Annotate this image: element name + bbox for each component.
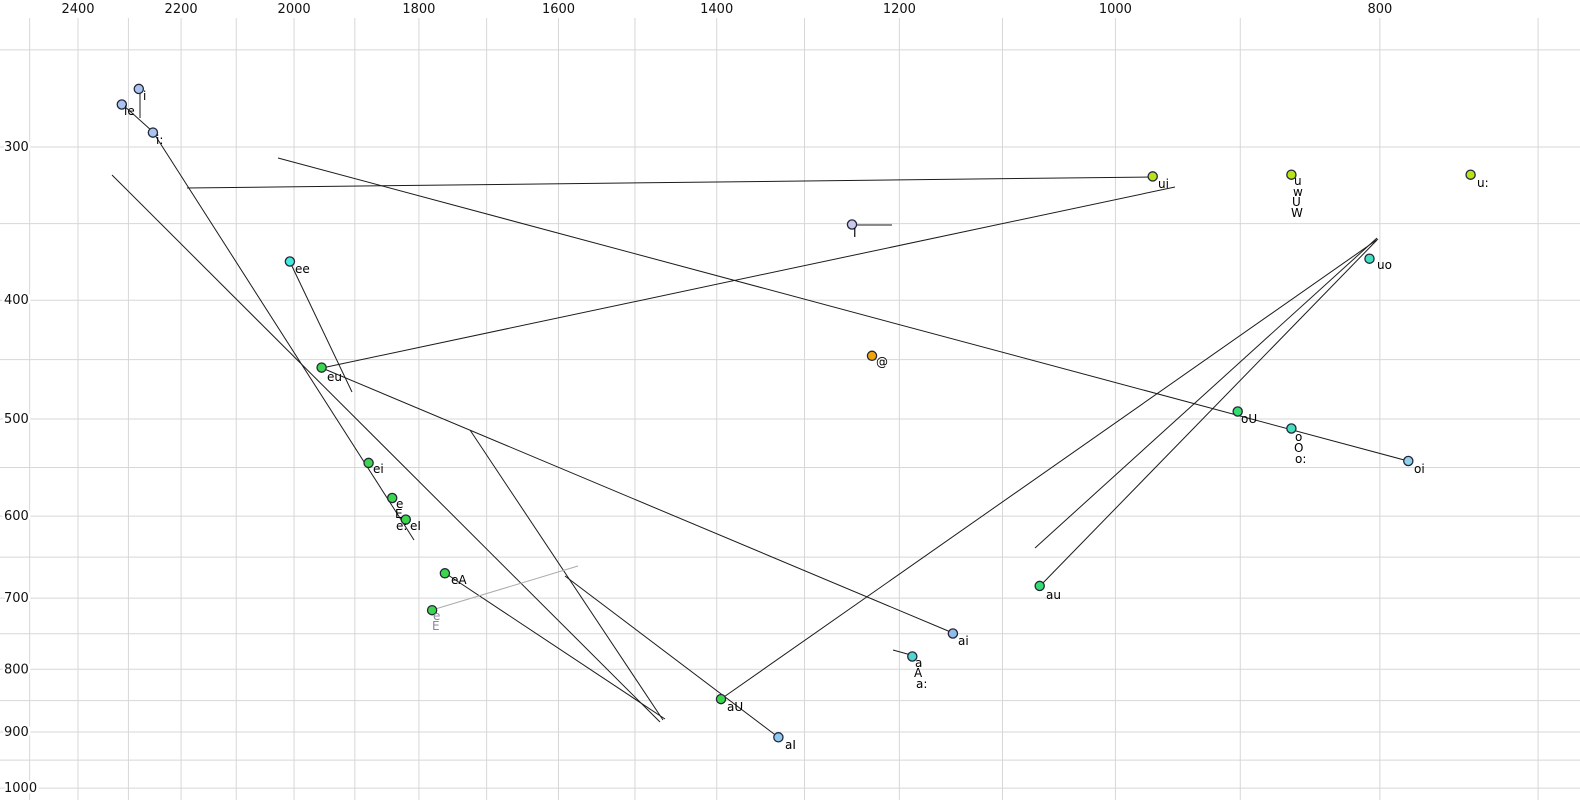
x-axis-tick-label: 1000 <box>1099 2 1132 17</box>
x-axis-tick-label: 1400 <box>700 2 733 17</box>
y-axis-tick-label: 400 <box>4 293 29 308</box>
point-label: e: <box>396 519 407 533</box>
data-point-aU <box>715 693 727 705</box>
trajectory-line <box>321 186 1176 369</box>
x-axis-tick-label: 1800 <box>402 2 435 17</box>
data-point- <box>866 350 878 362</box>
point-label: w <box>1293 185 1303 199</box>
trajectory-line <box>444 572 666 720</box>
x-axis-tick-label: 2400 <box>61 2 94 17</box>
y-axis-tick-label: 300 <box>4 140 29 155</box>
data-point-ai <box>947 628 959 639</box>
point-label: e <box>433 609 440 623</box>
trajectory-line <box>321 367 954 634</box>
y-axis-tick-label: 500 <box>4 412 29 427</box>
trajectory-line <box>431 565 579 611</box>
data-point-ee <box>284 256 296 267</box>
point-label: I <box>853 226 857 240</box>
data-point-oU <box>1232 406 1243 417</box>
point-label: @ <box>876 355 888 369</box>
x-axis-tick-label: 1200 <box>883 2 916 17</box>
point-label: eI <box>410 519 421 533</box>
gridlines-layer <box>0 18 1580 800</box>
data-point-u <box>1465 169 1476 180</box>
point-label: U <box>1292 195 1301 209</box>
data-point-eA <box>439 568 451 579</box>
point-label: e <box>396 497 403 511</box>
point-label: ui <box>1158 177 1169 191</box>
trajectory-line <box>720 238 1379 700</box>
point-label: aI <box>785 738 796 752</box>
point-label: eA <box>451 573 467 587</box>
point-label: i <box>143 89 146 103</box>
data-point-i <box>147 127 159 138</box>
data-point-a <box>907 651 918 662</box>
x-axis-tick-label: 800 <box>1367 2 1392 17</box>
point-label: uo <box>1377 258 1392 272</box>
y-axis-tick-label: 700 <box>4 591 29 606</box>
point-label: o <box>1295 430 1302 444</box>
point-label: u <box>1294 174 1302 188</box>
data-point-e <box>386 492 398 504</box>
y-axis-tick-label: 600 <box>4 509 29 524</box>
y-axis-tick-label: 900 <box>4 725 29 740</box>
trajectory-line <box>564 575 779 738</box>
point-label: eu <box>327 370 342 384</box>
trajectory-line <box>277 157 1409 462</box>
point-label: ai <box>958 634 969 648</box>
data-point-ei <box>363 457 374 469</box>
data-point-au <box>1034 580 1045 592</box>
point-label: o: <box>1295 452 1306 466</box>
trajectory-line <box>111 174 661 723</box>
data-point-uo <box>1364 253 1375 264</box>
point-label: oi <box>1414 462 1425 476</box>
x-axis-tick-label: 2000 <box>278 2 311 17</box>
trajectory-line <box>289 261 353 393</box>
point-label: A <box>914 666 923 680</box>
point-label: au <box>1046 588 1061 602</box>
data-points-layer <box>116 83 1476 743</box>
point-label: ee <box>295 262 310 276</box>
point-label: O <box>1294 441 1303 455</box>
data-point-oi <box>1403 455 1414 467</box>
data-point-ui <box>1147 171 1158 182</box>
data-point-I <box>846 219 858 230</box>
y-axis-tick-label: 800 <box>4 662 29 677</box>
point-label: aU <box>727 700 743 714</box>
trajectory-line <box>1034 237 1378 549</box>
trajectory-line <box>1039 239 1378 587</box>
data-point-eu <box>316 362 327 373</box>
data-point-u <box>1286 169 1297 180</box>
data-point-ie <box>116 99 128 110</box>
point-label: E <box>395 507 403 521</box>
point-label: ie <box>124 104 135 118</box>
data-point-egrey <box>426 604 438 616</box>
trajectory-line <box>121 103 153 132</box>
trajectory-lines-layer <box>111 92 1409 738</box>
x-axis-tick-label: 1600 <box>542 2 575 17</box>
data-point-aI <box>773 732 784 743</box>
point-label: oU <box>1241 412 1257 426</box>
point-label: ei <box>373 462 384 476</box>
trajectory-line <box>469 429 664 721</box>
point-label: i: <box>156 133 163 147</box>
point-label: W <box>1291 206 1303 220</box>
data-point-i <box>133 83 145 95</box>
trajectory-line <box>152 131 415 541</box>
point-label: a <box>915 656 922 670</box>
point-label: a: <box>916 677 927 691</box>
point-label: E <box>432 619 440 633</box>
trajectory-line <box>186 176 1154 189</box>
data-point-e <box>400 514 412 525</box>
point-label: u: <box>1477 176 1489 190</box>
x-axis-tick-label: 2200 <box>165 2 198 17</box>
y-axis-tick-label: 1000 <box>4 781 37 796</box>
data-point-o <box>1286 423 1297 434</box>
axis-labels-layer: 2400 2200 2000 1800 1600 1400 1200 1000 800 300 40… <box>2 0 1395 799</box>
